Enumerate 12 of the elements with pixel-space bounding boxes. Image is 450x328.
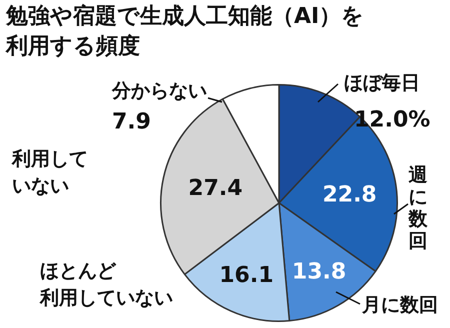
data-label: 22.8 (322, 182, 377, 208)
data-label: 16.1 (219, 263, 274, 288)
slice-label: 月に数回 (361, 294, 438, 316)
data-label: 13.8 (292, 259, 346, 284)
slice-label: ほとんど利用していない (39, 260, 173, 309)
slice-label: 分からない (111, 80, 207, 102)
slice-label: 週に数回 (408, 164, 428, 252)
data-label: 7.9 (112, 110, 151, 135)
slice-label: 利用していない (11, 148, 88, 197)
data-label: 27.4 (188, 176, 243, 201)
slice-label: ほぼ毎日 (344, 72, 420, 94)
chart-title: 勉強や宿題で生成人工知能（AI）を利用する頻度 (6, 2, 366, 61)
